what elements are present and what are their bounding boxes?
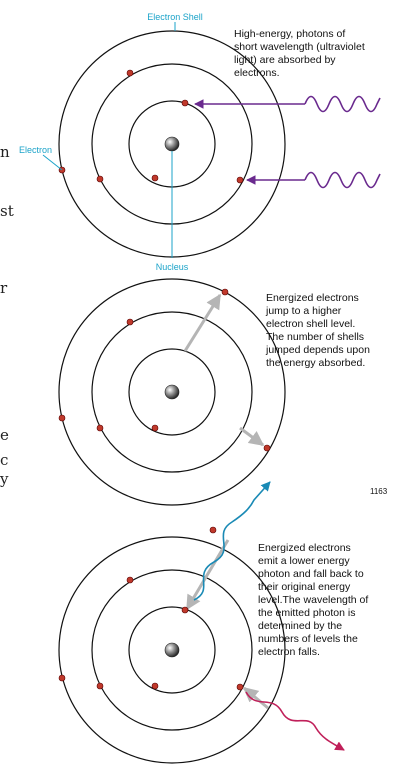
electron	[181, 99, 189, 107]
edge-glyph: r	[0, 279, 8, 297]
electron	[151, 174, 159, 182]
label-nucleus: Nucleus	[156, 262, 189, 272]
electron	[209, 526, 217, 534]
caption-line: jumped depends upon	[265, 344, 370, 356]
electron	[151, 424, 159, 432]
caption-emission: Energized electrons emit a lower energy …	[258, 542, 371, 658]
nucleus	[164, 384, 180, 400]
edge-glyph: c	[0, 451, 8, 469]
panel-emission: Energized electrons emit a lower energy …	[58, 481, 371, 764]
electron	[126, 576, 134, 584]
caption-line: short wavelength (ultraviolet	[234, 41, 365, 53]
caption-line: Energized electrons	[258, 542, 351, 554]
electron	[236, 683, 244, 691]
caption-line: electron falls.	[258, 646, 320, 658]
edge-glyph: y	[0, 470, 9, 488]
caption-line: the emitted photon is	[258, 607, 355, 619]
label-electron: Electron	[19, 145, 52, 155]
electron	[181, 606, 189, 614]
electron	[58, 414, 66, 422]
electron-shell-middle	[91, 311, 253, 473]
caption-line: light) are absorbed by	[234, 54, 336, 66]
caption-absorption: High-energy, photons of short wavelength…	[234, 28, 368, 79]
caption-line: electrons.	[234, 67, 280, 79]
caption-line: level.The wavelength of	[258, 594, 368, 606]
label-electron-shell: Electron Shell	[147, 12, 203, 22]
emitted-photon-wave	[245, 691, 345, 751]
fall-arrow	[242, 686, 269, 710]
incoming-photon-wave	[304, 171, 381, 189]
caption-line: determined by the	[258, 620, 342, 632]
caption-line: photon and fall back to	[258, 568, 364, 580]
callout-line-electron	[42, 154, 63, 171]
electron	[126, 69, 134, 77]
figure-number: 1163	[370, 487, 388, 496]
cropped-edge-text: n st r e c y	[0, 143, 14, 488]
electron-shell-inner	[128, 606, 216, 694]
edge-glyph: st	[0, 202, 14, 220]
emitted-photon-wave	[193, 481, 271, 601]
electron-shell-outer	[58, 278, 286, 506]
electron	[58, 674, 66, 682]
panel-excitation: Energized electrons jump to a higher ele…	[58, 278, 388, 506]
electron	[96, 175, 104, 183]
jump-arrow	[183, 293, 222, 352]
electron-shell-outer	[58, 536, 286, 764]
jump-arrow	[239, 426, 265, 447]
electron	[151, 682, 159, 690]
panel-absorption: Electron Shell Electron Nucleus High-ene…	[19, 12, 381, 272]
electron-shell-middle	[91, 569, 253, 731]
caption-line: electron shell level.	[266, 318, 355, 330]
fall-arrow	[185, 539, 230, 611]
electron	[96, 682, 104, 690]
edge-glyph: n	[0, 143, 10, 161]
caption-line: Energized electrons	[266, 292, 359, 304]
caption-line: The number of shells	[266, 331, 364, 343]
incoming-photon-wave	[304, 95, 381, 113]
electron	[263, 444, 271, 452]
nucleus	[164, 136, 180, 152]
electron	[96, 424, 104, 432]
nucleus	[164, 642, 180, 658]
electron	[236, 176, 244, 184]
electron	[126, 318, 134, 326]
caption-line: emit a lower energy	[258, 555, 350, 567]
caption-line: the energy absorbed.	[266, 357, 365, 369]
caption-line: jump to a higher	[265, 305, 342, 317]
edge-glyph: e	[0, 426, 9, 444]
electron-shell-inner	[128, 348, 216, 436]
caption-line: their original energy	[258, 581, 351, 593]
caption-line: High-energy, photons of	[234, 28, 345, 40]
caption-line: numbers of levels the	[258, 633, 358, 645]
caption-excitation: Energized electrons jump to a higher ele…	[265, 292, 373, 369]
electron	[221, 288, 229, 296]
